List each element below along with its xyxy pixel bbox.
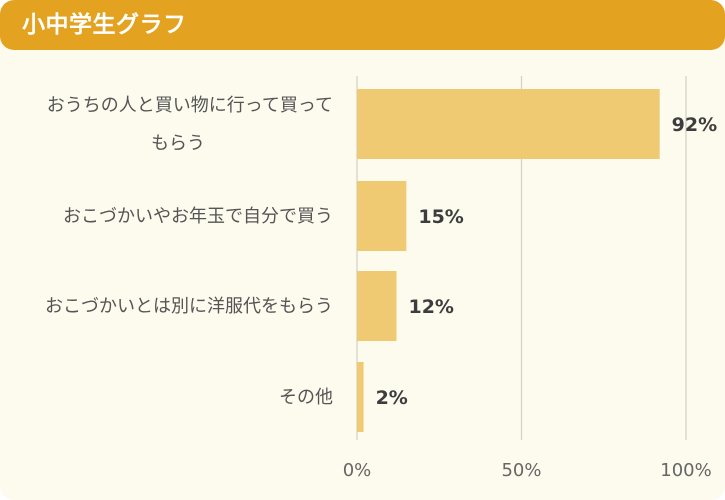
x-tick-label: 50% <box>501 460 541 481</box>
x-tick-label: 0% <box>343 460 372 481</box>
bar <box>357 271 397 341</box>
bar <box>357 362 364 432</box>
data-label: 92% <box>672 114 717 136</box>
bar <box>357 181 407 251</box>
category-label: おうちの人と買い物に行って買って <box>47 95 333 116</box>
category-label: おこづかいやお年玉で自分で買う <box>63 206 333 227</box>
data-label: 15% <box>418 206 463 228</box>
category-label: おこづかいとは別に洋服代をもらう <box>45 296 333 317</box>
chart-title: 小中学生グラフ <box>22 12 187 38</box>
data-label: 12% <box>408 296 453 318</box>
category-label: もらう <box>151 133 205 154</box>
bar <box>357 89 660 159</box>
header-bar: 小中学生グラフ <box>0 0 725 50</box>
data-label: 2% <box>376 387 408 409</box>
x-tick-label: 100% <box>660 460 711 481</box>
category-label: その他 <box>279 387 333 408</box>
